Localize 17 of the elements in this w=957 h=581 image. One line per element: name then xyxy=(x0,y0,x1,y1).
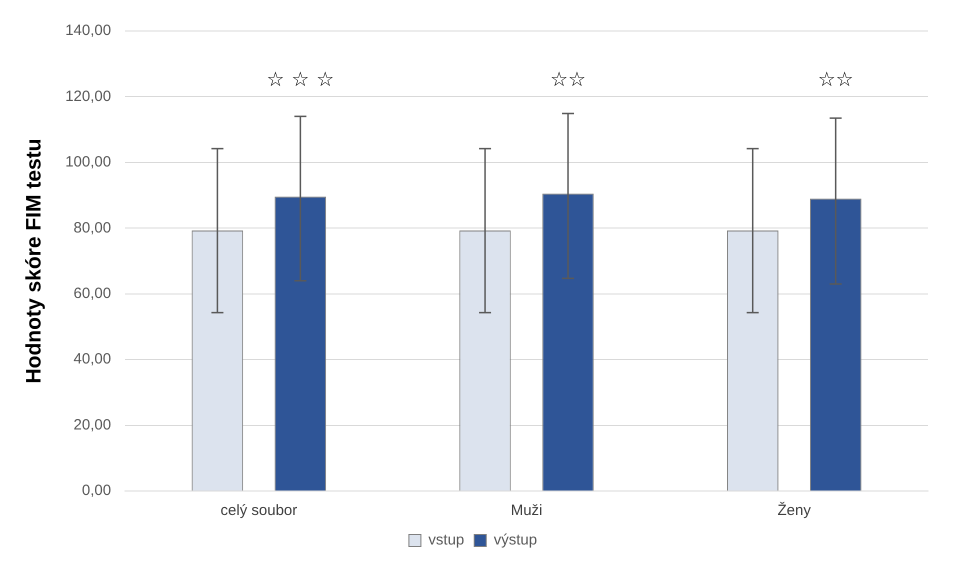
legend-label: výstup xyxy=(494,532,538,549)
y-tick-label: 60,00 xyxy=(74,285,112,302)
annotation: ☆ ☆ ☆ xyxy=(266,67,334,92)
x-tick-label: celý soubor xyxy=(220,502,298,520)
y-tick-label: 100,00 xyxy=(65,154,112,171)
legend-label: vstup xyxy=(428,532,464,549)
y-tick-label: 0,00 xyxy=(82,482,112,500)
x-tick-label: Muži xyxy=(510,502,542,520)
x-tick-label: Ženy xyxy=(778,501,812,520)
y-axis-title: Hodnoty skóre FIM testu xyxy=(22,138,46,384)
y-tick-label: 140,00 xyxy=(65,22,112,40)
annotation: ☆☆ xyxy=(818,67,854,92)
annotation: ☆☆ xyxy=(550,67,586,92)
y-tick-label: 40,00 xyxy=(74,350,112,368)
y-tick-label: 80,00 xyxy=(74,219,112,236)
y-tick-label: 20,00 xyxy=(74,416,112,434)
y-tick-label: 120,00 xyxy=(65,88,112,105)
